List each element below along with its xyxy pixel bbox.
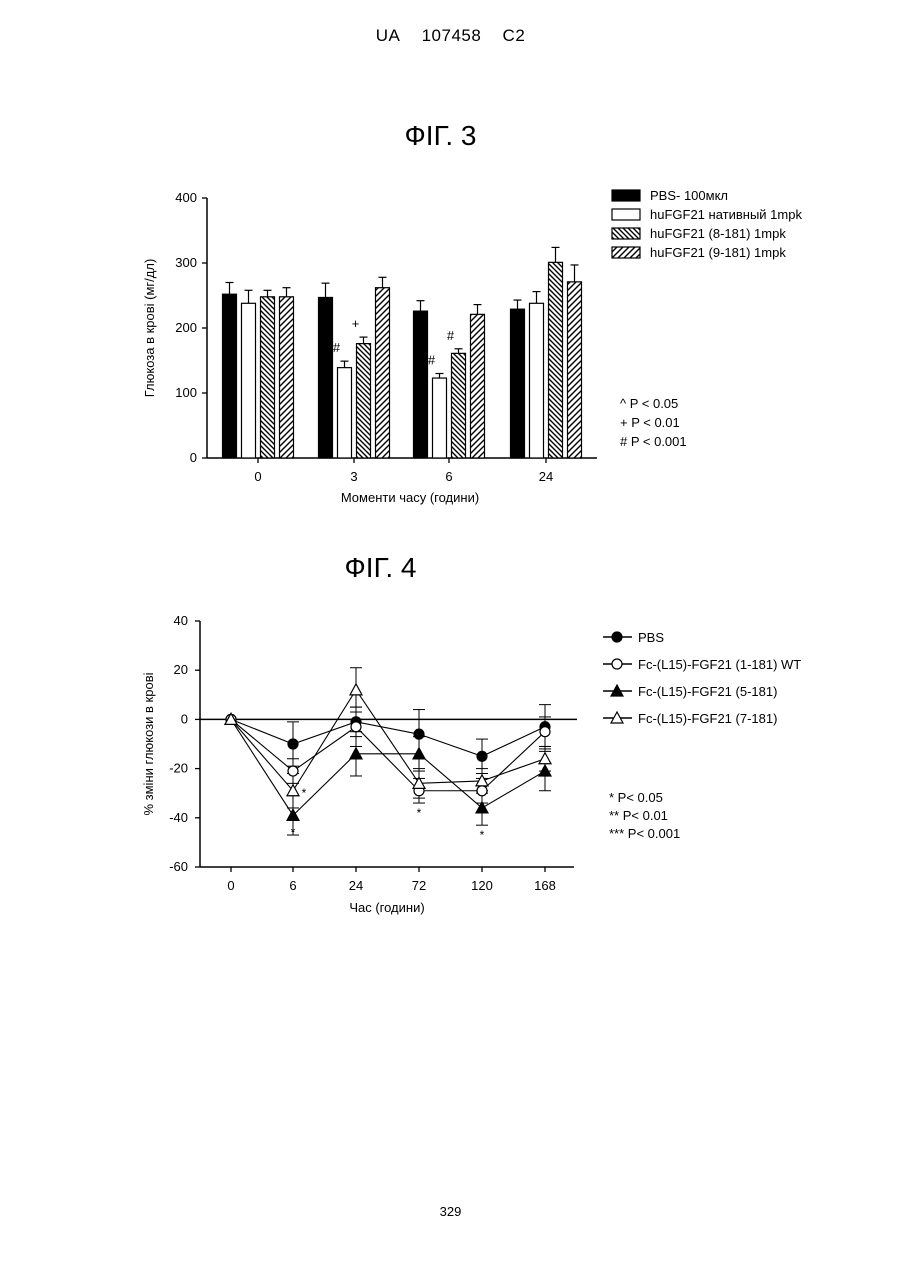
data-point [350, 684, 362, 695]
x-axis-title: Час (години) [349, 900, 424, 915]
data-point [351, 722, 361, 732]
significance-marker: * [417, 806, 422, 820]
x-tick-label: 72 [412, 878, 426, 893]
data-point [476, 775, 488, 786]
data-point [414, 729, 424, 739]
y-tick-label: -40 [169, 810, 188, 825]
series-line [231, 719, 545, 790]
y-tick-label: -20 [169, 761, 188, 776]
data-point [539, 753, 551, 764]
y-tick-label: 20 [174, 662, 188, 677]
x-tick-label: 6 [289, 878, 296, 893]
legend-label: Fc-(L15)-FGF21 (5-181) [638, 684, 777, 699]
x-tick-label: 24 [349, 878, 363, 893]
significance-marker: * [480, 828, 485, 842]
y-tick-label: -60 [169, 859, 188, 874]
x-tick-label: 0 [227, 878, 234, 893]
series-line [231, 719, 545, 815]
y-tick-label: 40 [174, 613, 188, 628]
significance-legend-item: ** P< 0.01 [609, 808, 668, 823]
data-point [288, 739, 298, 749]
data-point [477, 786, 487, 796]
y-tick-label: 0 [181, 711, 188, 726]
data-point [540, 727, 550, 737]
legend-label: PBS [638, 630, 664, 645]
data-point [477, 751, 487, 761]
data-point [288, 766, 298, 776]
significance-legend-item: * P< 0.05 [609, 790, 663, 805]
data-point [476, 802, 488, 813]
page-number: 329 [0, 1204, 901, 1219]
x-tick-label: 120 [471, 878, 493, 893]
legend-label: Fc-(L15)-FGF21 (1-181) WT [638, 657, 801, 672]
series-line [231, 690, 545, 791]
data-point [612, 632, 622, 642]
significance-legend-item: *** P< 0.001 [609, 826, 680, 841]
y-axis-title: % зміни глюкози в крові [141, 672, 156, 815]
significance-marker: * [302, 786, 307, 800]
x-tick-label: 168 [534, 878, 556, 893]
legend-label: Fc-(L15)-FGF21 (7-181) [638, 711, 777, 726]
significance-marker: * [291, 826, 296, 840]
data-point [612, 659, 622, 669]
